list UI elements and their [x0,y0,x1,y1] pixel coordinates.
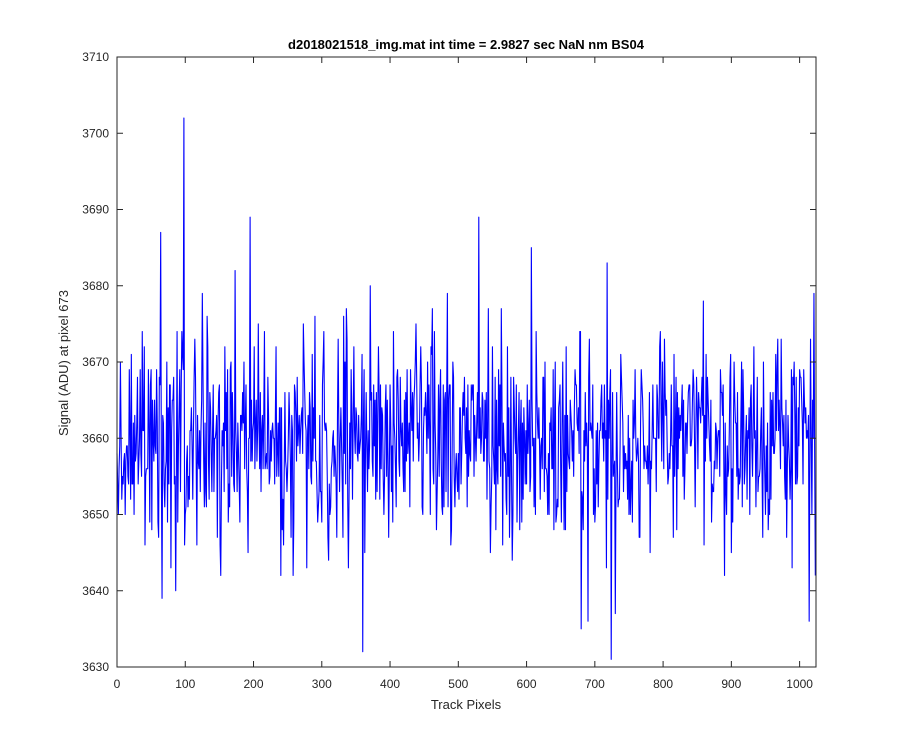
y-tick-label: 3670 [82,355,109,369]
x-tick-label: 300 [312,677,332,691]
y-tick-label: 3640 [82,584,109,598]
series-line-0 [116,117,816,660]
chart-title: d2018021518_img.mat int time = 2.9827 se… [288,37,645,52]
x-tick-label: 500 [448,677,468,691]
y-tick-label: 3650 [82,508,109,522]
y-tick-label: 3660 [82,431,109,445]
x-tick-label: 600 [517,677,537,691]
y-tick-label: 3680 [82,279,109,293]
y-tick-label: 3690 [82,203,109,217]
axes: 0 100 200 300 400 500 600 700 800 900 1000 3630 3640… [82,50,817,691]
plot-frame [116,56,817,668]
x-tick-label: 1000 [786,677,813,691]
series-layer [116,117,816,660]
x-axis-label: Track Pixels [431,697,502,712]
x-tick-label: 700 [585,677,605,691]
x-tick-label: 200 [244,677,264,691]
y-tick-label: 3710 [82,50,109,64]
x-tick-label: 800 [653,677,673,691]
x-tick-label: 900 [721,677,741,691]
y-tick-label: 3630 [82,660,109,674]
y-axis-label: Signal (ADU) at pixel 673 [56,290,71,436]
y-tick-label: 3700 [82,126,109,140]
x-tick-label: 100 [175,677,195,691]
x-tick-label: 0 [114,677,121,691]
x-tick-label: 400 [380,677,400,691]
